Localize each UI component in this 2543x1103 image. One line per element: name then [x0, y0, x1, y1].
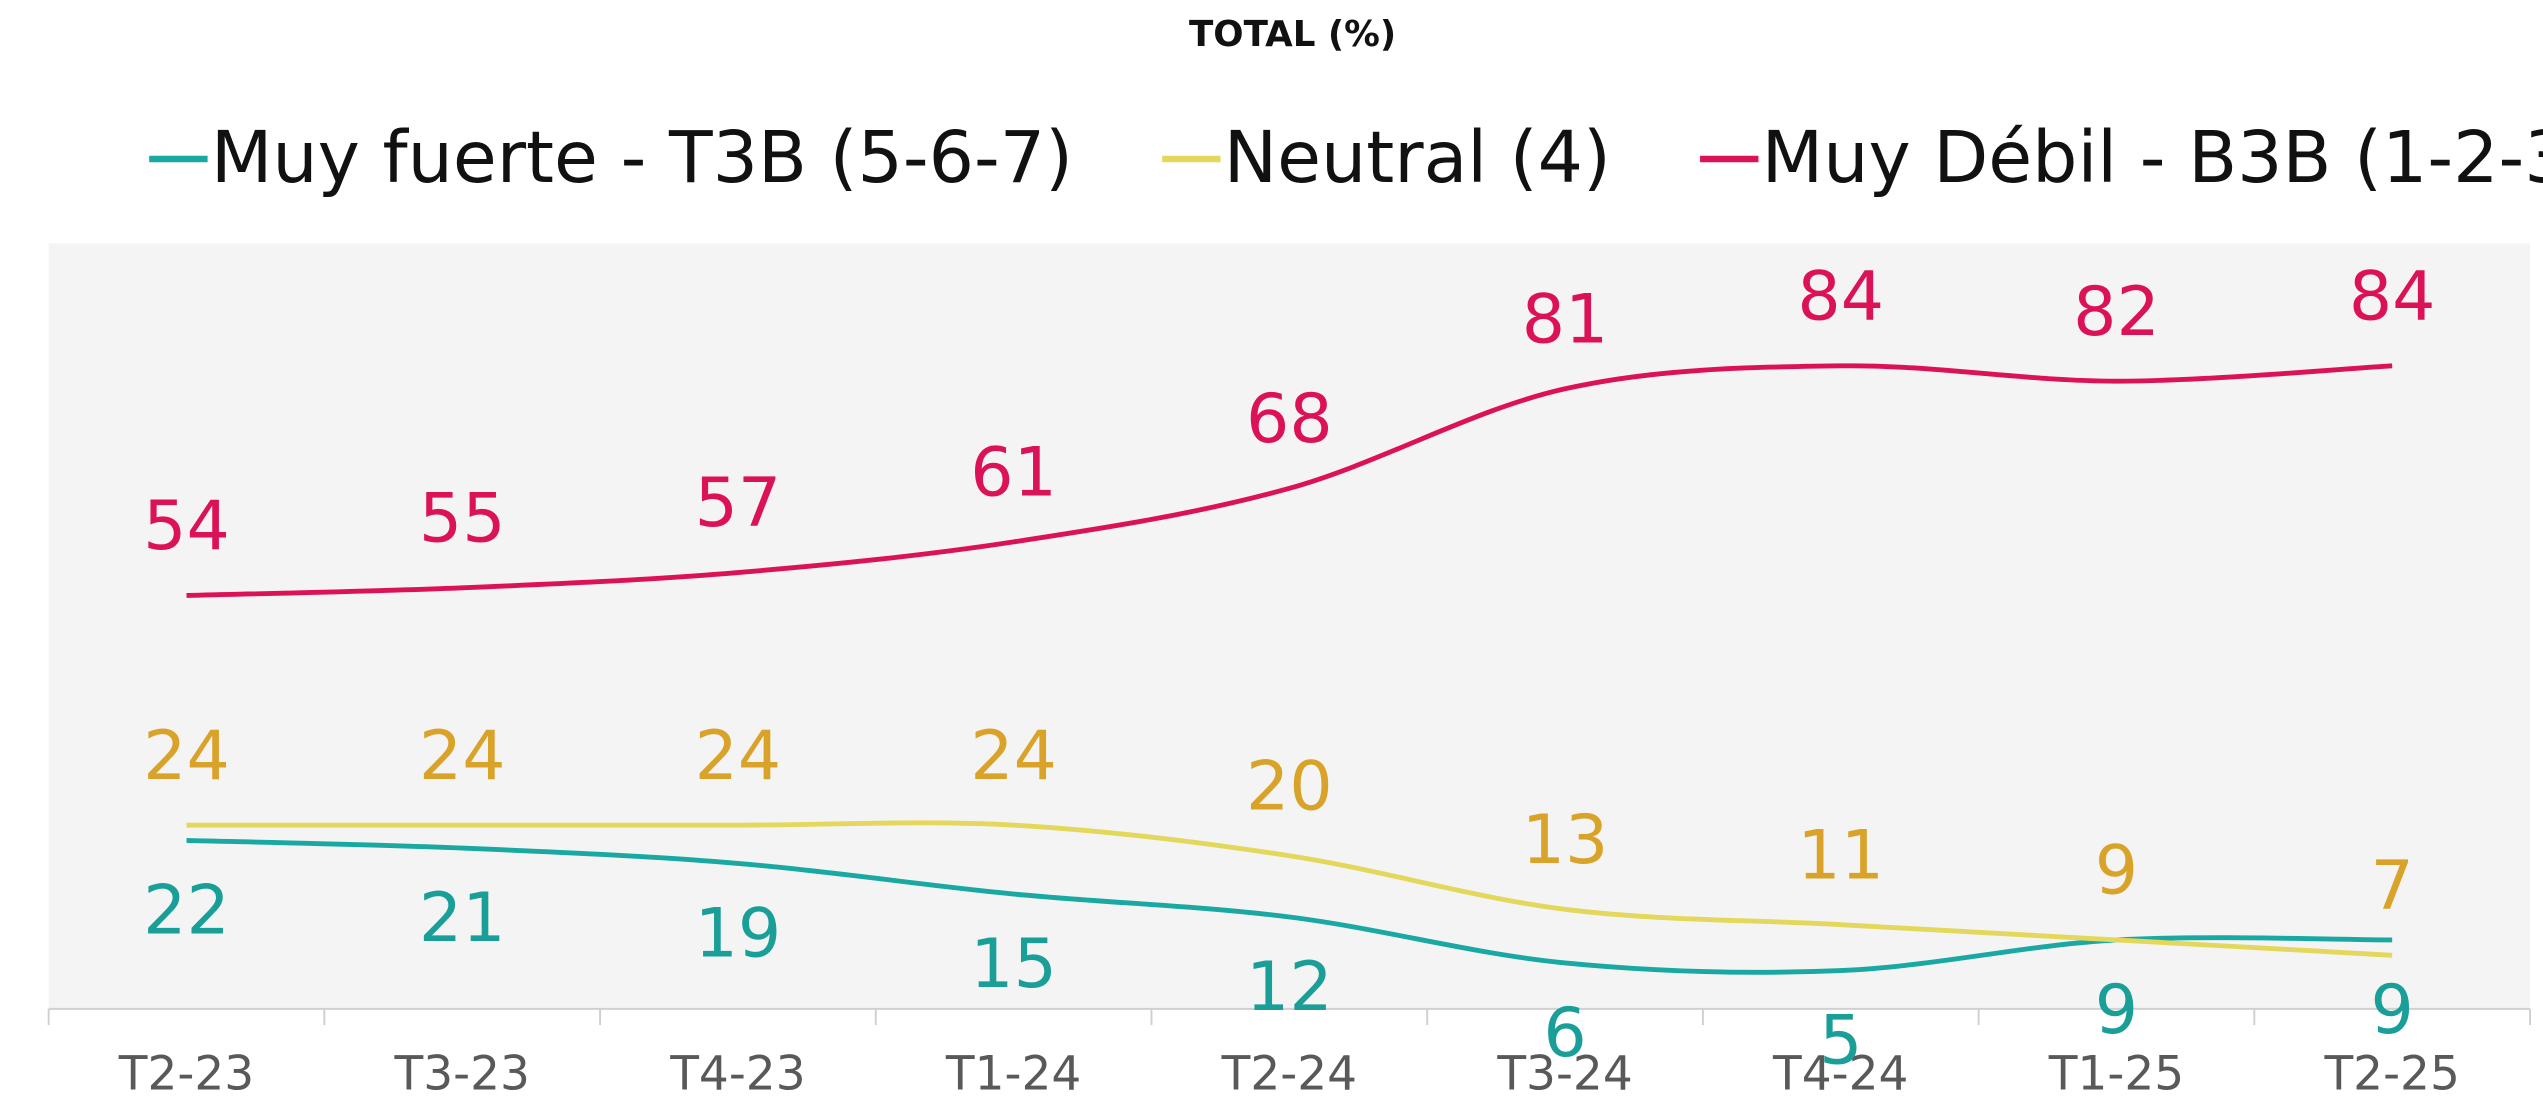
data-label: 9: [2095, 832, 2138, 911]
data-label: 11: [1797, 816, 1884, 895]
x-tick-label: T3-24: [1496, 1046, 1632, 1101]
data-label: 12: [1246, 948, 1333, 1027]
x-tick-label: T1-24: [945, 1046, 1081, 1101]
data-label: 20: [1246, 747, 1333, 826]
data-label: 24: [419, 717, 506, 796]
data-label: 84: [1797, 258, 1884, 337]
data-label: 24: [970, 717, 1057, 796]
data-label: 57: [695, 464, 782, 543]
data-label: 81: [1522, 280, 1609, 359]
x-tick-label: T2-25: [2323, 1046, 2459, 1101]
data-label: 84: [2349, 258, 2436, 337]
data-label: 55: [419, 480, 506, 559]
plot-area: [48, 243, 2531, 1009]
data-label: 61: [970, 434, 1057, 513]
x-tick-label: T1-25: [2048, 1046, 2184, 1101]
data-label: 22: [143, 872, 230, 951]
x-tick-label: T4-24: [1772, 1046, 1908, 1101]
series-line: [186, 363, 2393, 598]
series-line: [186, 820, 2393, 958]
data-label: 24: [695, 717, 782, 796]
data-label: 21: [419, 879, 506, 958]
series-line: [186, 838, 2393, 975]
legend-label: Muy Débil - B3B (1-2-3): [1762, 116, 2543, 199]
x-tick-label: T4-23: [669, 1046, 805, 1101]
data-label: 68: [1246, 380, 1333, 459]
data-label: 7: [2370, 847, 2413, 926]
data-label: 6: [1543, 994, 1586, 1073]
data-label: 9: [2095, 971, 2138, 1050]
x-tick-label: T3-23: [393, 1046, 529, 1101]
x-tick-label: T2-23: [118, 1046, 254, 1101]
legend-label: Muy fuerte - T3B (5-6-7): [211, 116, 1073, 199]
legend-label: Neutral (4): [1224, 116, 1611, 199]
chart-title: TOTAL (%): [1189, 14, 1396, 55]
data-label: 82: [2073, 273, 2160, 352]
data-label: 9: [2370, 971, 2413, 1050]
x-tick-label: T2-24: [1221, 1046, 1357, 1101]
data-label: 5: [1819, 1002, 1862, 1081]
data-label: 13: [1522, 801, 1609, 880]
data-label: 15: [970, 925, 1057, 1004]
data-label: 19: [695, 895, 782, 974]
data-label: 24: [143, 717, 230, 796]
data-label: 54: [143, 487, 230, 566]
